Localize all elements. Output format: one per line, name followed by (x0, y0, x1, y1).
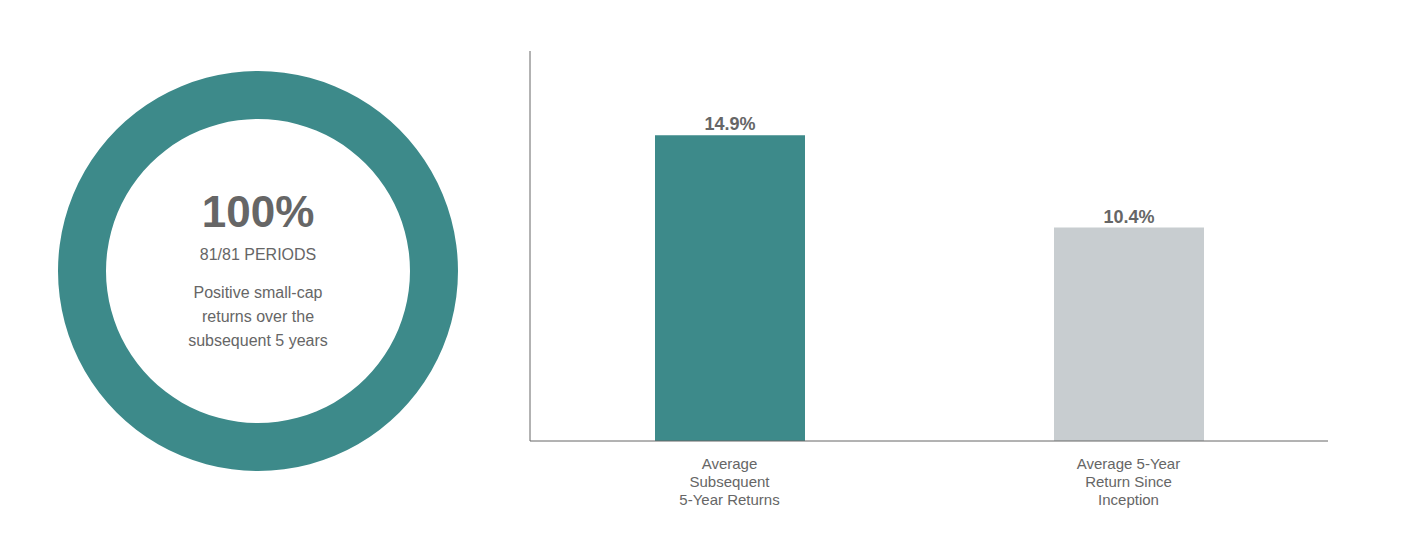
svg-text:14.9%: 14.9% (704, 114, 755, 134)
svg-text:Average 5-YearReturn SinceInce: Average 5-YearReturn SinceInception (1077, 455, 1180, 508)
html-text:81/81 PERIODS: 81/81 PERIODS (199, 245, 317, 263)
html-text:100%: 100% (201, 187, 315, 237)
svg-text:AverageSubsequent5-Year Return: AverageSubsequent5-Year Returns (679, 455, 779, 508)
html-text:Positive small-cap returns ove: Positive small-cap returns over the subs… (188, 283, 328, 349)
svg-text:10.4%: 10.4% (1103, 206, 1154, 226)
